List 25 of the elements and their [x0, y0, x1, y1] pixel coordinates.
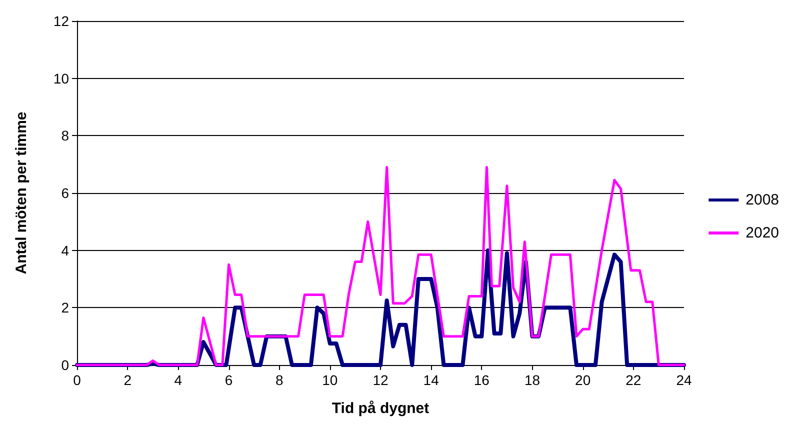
x-tick-label: 18 — [524, 372, 540, 388]
x-tick-label: 12 — [372, 372, 388, 388]
x-tick-label: 22 — [626, 372, 642, 388]
y-tick-label: 4 — [61, 242, 70, 258]
y-tick-label: 0 — [61, 357, 70, 373]
y-tick-label: 2 — [61, 300, 70, 316]
x-tick-label: 10 — [322, 372, 338, 388]
y-tick-label: 12 — [53, 13, 70, 29]
y-tick-label: 10 — [53, 70, 70, 86]
x-tick-label: 4 — [174, 372, 182, 388]
x-tick-label: 16 — [474, 372, 490, 388]
x-tick-label: 2 — [124, 372, 132, 388]
y-axis-title: Antal möten per timme — [13, 112, 30, 274]
line-series — [76, 166, 686, 366]
legend-label: 2008 — [746, 192, 780, 208]
legend-label: 2020 — [746, 224, 780, 242]
x-tick-label: 14 — [423, 372, 440, 388]
x-tick-label: 24 — [676, 372, 692, 388]
x-tick-label: 0 — [73, 372, 82, 388]
y-tick-label: 8 — [61, 128, 70, 144]
y-tick-label: 6 — [61, 185, 70, 201]
x-axis-title: Tid på dygnet — [332, 400, 430, 417]
x-tick-label: 20 — [575, 372, 591, 388]
x-tick-label: 6 — [224, 372, 233, 388]
x-tick-label: 8 — [275, 372, 284, 388]
